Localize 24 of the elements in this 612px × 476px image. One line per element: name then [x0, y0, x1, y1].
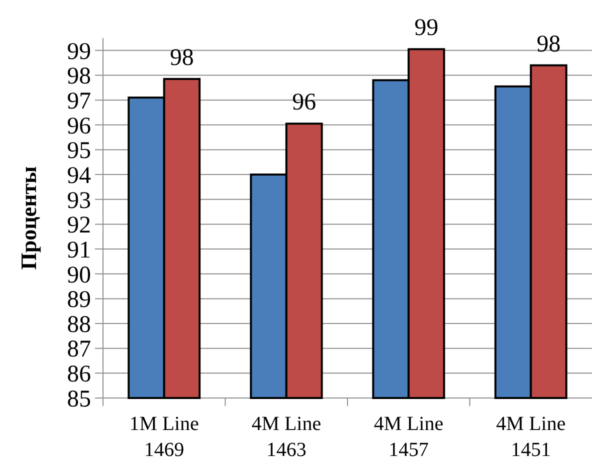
y-tick-label: 97 [67, 88, 91, 114]
data-label: 98 [170, 44, 194, 71]
x-tick-label: 4M Line 1463 [252, 413, 322, 461]
y-tick-label: 85 [67, 386, 91, 412]
x-tick-label: 4M Line 1451 [496, 413, 566, 461]
y-tick-label: 99 [67, 38, 91, 65]
y-tick-label: 91 [67, 237, 91, 264]
x-tick-label: 1M Line 1469 [129, 413, 199, 461]
y-tick-label: 95 [67, 138, 91, 164]
y-tick-label: 87 [67, 336, 91, 363]
y-tick-label: 98 [67, 64, 91, 90]
y-tick-label: 89 [67, 287, 91, 314]
y-tick-label: 86 [67, 362, 91, 388]
data-label: 98 [536, 31, 561, 58]
y-tick-label: 92 [67, 212, 91, 239]
y-tick-label: 88 [67, 312, 91, 338]
data-label: 96 [292, 90, 316, 116]
y-tick-label: 96 [67, 113, 91, 140]
data-label: 99 [414, 15, 438, 42]
y-tick-label: 94 [67, 162, 91, 189]
x-tick-label: 4M Line 1457 [374, 413, 444, 461]
y-tick-label: 93 [67, 188, 91, 214]
y-axis-title: Проценты [16, 166, 41, 270]
y-tick-label: 90 [67, 262, 91, 288]
